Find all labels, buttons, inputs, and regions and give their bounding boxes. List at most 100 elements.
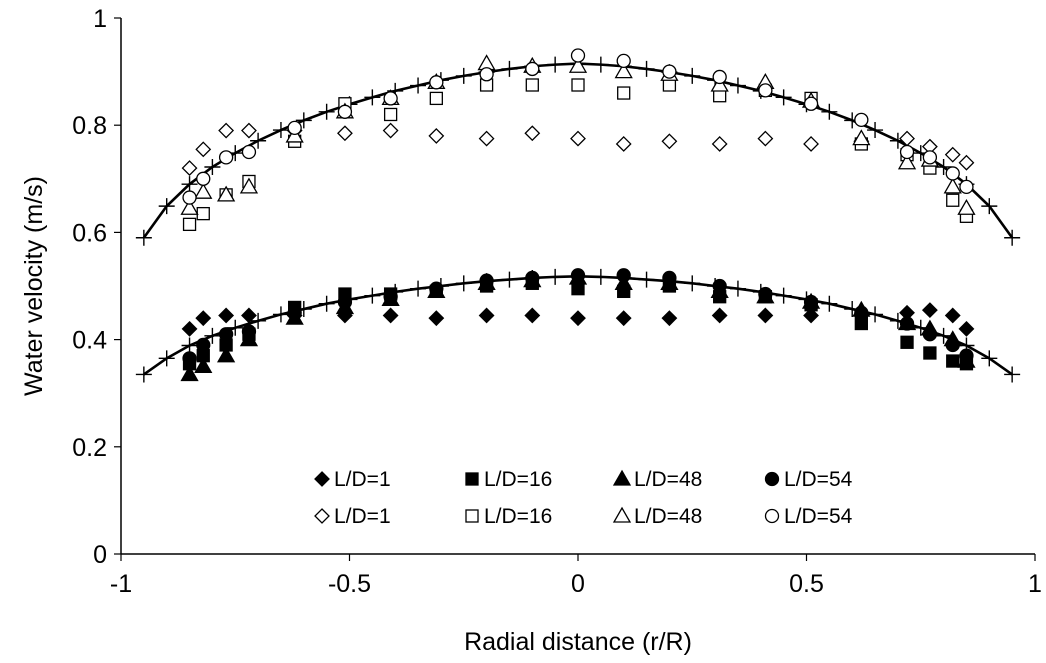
- data-point: [570, 268, 586, 283]
- fit-curve-point: [318, 295, 335, 312]
- axes: -1 -0.5 0 0.5 1 0 0.2 0.4 0.6 0.8 1: [72, 5, 1042, 598]
- fit-curve-point: [410, 77, 427, 94]
- fit-curve-point: [981, 198, 998, 215]
- y-tick-label: 1: [93, 5, 107, 33]
- data-point: [617, 86, 631, 100]
- data-point: [241, 144, 257, 160]
- data-point: [944, 146, 961, 163]
- data-point: [182, 351, 197, 366]
- fit-curve-point: [227, 319, 244, 336]
- y-tick-label: 0.8: [72, 112, 107, 140]
- fit-curve-point: [135, 229, 152, 246]
- y-axis-title: Water velocity (m/s): [20, 176, 48, 396]
- legend-marker: [314, 508, 330, 524]
- data-point: [287, 120, 302, 136]
- data-point: [897, 153, 917, 170]
- data-point: [337, 104, 353, 119]
- legend-label: L/D=16: [484, 468, 552, 491]
- data-point: [803, 96, 819, 111]
- data-point: [383, 289, 398, 304]
- fit-curve-point: [364, 287, 381, 304]
- data-point: [899, 144, 915, 160]
- fit-curve-point: [821, 295, 838, 312]
- legend-marker: [465, 472, 479, 486]
- data-point: [854, 112, 869, 127]
- series-5: [182, 78, 974, 232]
- fit-curve-point: [684, 67, 701, 84]
- fit-curve-point: [592, 56, 609, 73]
- data-point: [525, 78, 539, 92]
- fit-curve-point: [867, 122, 884, 139]
- data-point: [616, 268, 631, 283]
- data-point: [525, 61, 540, 77]
- data-point: [662, 270, 677, 286]
- fit-curve-point: [547, 56, 564, 73]
- data-point: [570, 310, 586, 327]
- data-point: [195, 310, 212, 327]
- fit-curve-point: [821, 103, 838, 120]
- fit-curve-point: [638, 271, 655, 288]
- data-point: [957, 198, 976, 215]
- fit-curve-point: [684, 275, 701, 292]
- legend-marker: [764, 471, 780, 487]
- legend-label: L/D=16: [484, 505, 552, 528]
- data-point: [614, 62, 633, 79]
- data-point: [852, 129, 871, 146]
- data-point: [524, 307, 541, 324]
- data-point: [615, 310, 632, 327]
- data-point: [429, 75, 444, 90]
- data-point: [944, 307, 961, 324]
- x-tick-label: 1: [1028, 570, 1042, 598]
- fit-curve-point: [204, 159, 221, 176]
- data-point: [218, 327, 234, 342]
- data-point: [959, 348, 974, 363]
- fit-curve-point: [272, 122, 289, 139]
- data-point: [757, 307, 774, 324]
- fit-curve-point: [364, 89, 381, 106]
- data-point: [711, 307, 728, 324]
- data-point: [899, 316, 915, 331]
- data-point: [922, 150, 938, 165]
- data-point: [383, 91, 398, 106]
- fit-curve-point: [318, 103, 335, 120]
- fit-curve-point: [455, 67, 472, 84]
- fit-curve-point: [638, 60, 655, 77]
- fit-curve-point: [204, 327, 221, 344]
- data-point: [218, 150, 234, 165]
- data-point: [181, 320, 198, 337]
- data-point: [196, 171, 211, 186]
- legend-marker: [465, 509, 479, 523]
- y-tick-label: 0: [93, 541, 107, 569]
- fit-curve-point: [501, 271, 518, 288]
- fit-curve-point: [729, 77, 746, 94]
- data-point: [218, 122, 235, 139]
- data-point: [241, 122, 257, 139]
- fit-curve-point: [135, 366, 152, 383]
- data-point: [180, 365, 199, 382]
- fit-curve-point: [181, 176, 198, 193]
- x-tick-label: 0.5: [789, 570, 824, 598]
- data-point: [337, 125, 353, 142]
- legend-marker: [764, 508, 780, 524]
- fit-curve-point: [729, 280, 746, 297]
- fit-curve-point: [250, 312, 267, 329]
- data-point: [711, 136, 728, 152]
- data-point: [196, 337, 211, 353]
- series-3: [182, 268, 974, 366]
- legend-marker: [612, 506, 632, 523]
- data-point: [337, 294, 353, 310]
- data-point: [194, 182, 213, 199]
- fit-curve-point: [547, 268, 564, 285]
- fit-curves: [135, 55, 1021, 383]
- data-point: [239, 177, 259, 194]
- data-point: [181, 160, 198, 176]
- data-point: [803, 136, 819, 152]
- data-point: [525, 270, 540, 286]
- legend-label: L/D=1: [334, 505, 391, 528]
- fit-curve-point: [410, 280, 427, 297]
- fit-curve-point: [775, 89, 792, 106]
- series-7: [182, 48, 974, 205]
- fit-curve-point: [181, 337, 198, 354]
